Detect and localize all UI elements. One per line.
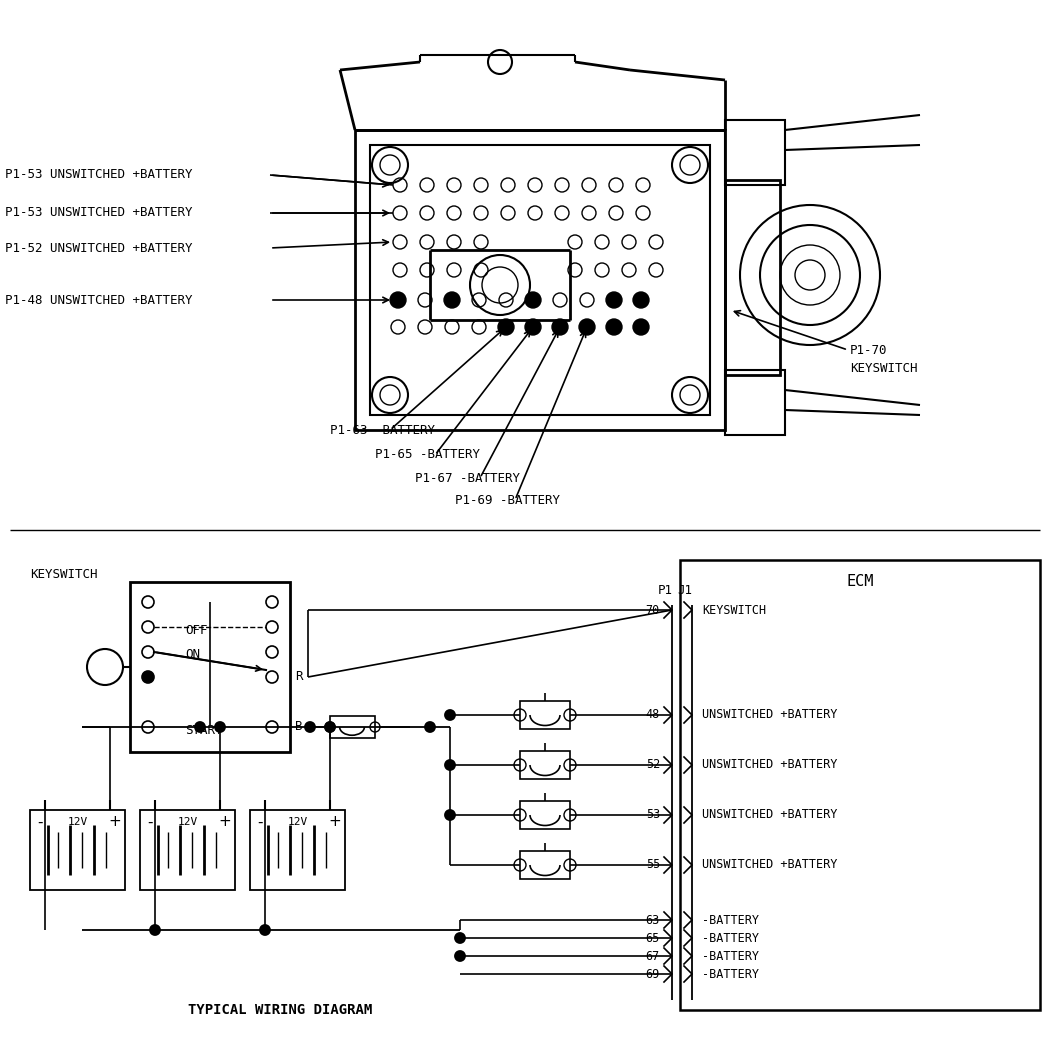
Text: P1: P1: [657, 584, 672, 596]
Text: +: +: [329, 815, 341, 830]
Text: P1-52 UNSWITCHED +BATTERY: P1-52 UNSWITCHED +BATTERY: [5, 242, 192, 254]
Circle shape: [390, 292, 406, 308]
Text: 63: 63: [646, 914, 660, 926]
Text: P1-53 UNSWITCHED +BATTERY: P1-53 UNSWITCHED +BATTERY: [5, 207, 192, 219]
Circle shape: [215, 722, 225, 732]
Text: TYPICAL WIRING DIAGRAM: TYPICAL WIRING DIAGRAM: [188, 1003, 372, 1017]
Text: KEYSWITCH: KEYSWITCH: [850, 361, 918, 375]
Circle shape: [444, 292, 460, 308]
Circle shape: [425, 722, 435, 732]
Bar: [680, 560, 1040, 1010]
Text: ON: ON: [185, 649, 200, 662]
Text: 12V: 12V: [67, 817, 87, 827]
Text: 12V: 12V: [177, 817, 197, 827]
Text: -BATTERY: -BATTERY: [702, 914, 759, 926]
Bar: [520, 751, 570, 779]
Circle shape: [304, 722, 315, 732]
Circle shape: [525, 292, 541, 308]
Circle shape: [445, 810, 455, 820]
Circle shape: [633, 319, 649, 335]
Bar: [330, 716, 375, 738]
Circle shape: [326, 722, 335, 732]
Text: UNSWITCHED +BATTERY: UNSWITCHED +BATTERY: [702, 758, 838, 772]
Text: P1-65 -BATTERY: P1-65 -BATTERY: [375, 448, 480, 462]
Circle shape: [606, 292, 622, 308]
Text: -BATTERY: -BATTERY: [702, 931, 759, 945]
Text: -: -: [147, 815, 152, 830]
Circle shape: [150, 925, 160, 934]
Bar: [140, 810, 235, 890]
Bar: [724, 370, 785, 435]
Bar: [250, 810, 345, 890]
Text: P1-48 UNSWITCHED +BATTERY: P1-48 UNSWITCHED +BATTERY: [5, 294, 192, 307]
Text: P1-69 -BATTERY: P1-69 -BATTERY: [455, 494, 560, 506]
Text: R: R: [295, 671, 302, 684]
Bar: [520, 701, 570, 729]
Circle shape: [525, 319, 541, 335]
Bar: [724, 120, 785, 185]
Text: 55: 55: [646, 859, 660, 872]
Circle shape: [445, 760, 455, 770]
Text: B: B: [295, 720, 302, 734]
Bar: [30, 810, 125, 890]
Text: +: +: [108, 815, 122, 830]
Circle shape: [195, 722, 205, 732]
Text: -: -: [37, 815, 43, 830]
Circle shape: [579, 319, 595, 335]
Text: 12V: 12V: [288, 817, 308, 827]
Circle shape: [552, 319, 568, 335]
Circle shape: [455, 933, 465, 943]
Text: START: START: [185, 723, 223, 736]
Circle shape: [455, 951, 465, 961]
Text: P1-53 UNSWITCHED +BATTERY: P1-53 UNSWITCHED +BATTERY: [5, 168, 192, 182]
Text: 65: 65: [646, 931, 660, 945]
Text: ECM: ECM: [846, 574, 874, 589]
Text: P1-63 -BATTERY: P1-63 -BATTERY: [330, 423, 435, 437]
Text: OFF: OFF: [185, 624, 208, 636]
Circle shape: [606, 319, 622, 335]
Circle shape: [260, 925, 270, 934]
Text: 53: 53: [646, 808, 660, 821]
Text: +: +: [218, 815, 231, 830]
Bar: [370, 145, 710, 415]
Bar: [130, 582, 290, 752]
Text: UNSWITCHED +BATTERY: UNSWITCHED +BATTERY: [702, 808, 838, 821]
Bar: [520, 801, 570, 830]
Bar: [724, 180, 780, 375]
Circle shape: [498, 319, 514, 335]
Text: 48: 48: [646, 709, 660, 721]
Text: J1: J1: [677, 584, 693, 596]
Circle shape: [633, 292, 649, 308]
Text: 67: 67: [646, 949, 660, 963]
Text: 70: 70: [646, 604, 660, 616]
Text: KEYSWITCH: KEYSWITCH: [702, 604, 766, 616]
Text: -: -: [257, 815, 262, 830]
Text: UNSWITCHED +BATTERY: UNSWITCHED +BATTERY: [702, 709, 838, 721]
Text: KEYSWITCH: KEYSWITCH: [30, 568, 98, 582]
Circle shape: [445, 710, 455, 720]
Text: UNSWITCHED +BATTERY: UNSWITCHED +BATTERY: [702, 859, 838, 872]
Text: 52: 52: [646, 758, 660, 772]
Text: P1-67 -BATTERY: P1-67 -BATTERY: [415, 471, 520, 484]
Circle shape: [143, 672, 153, 682]
Text: P1-70: P1-70: [850, 343, 887, 357]
Text: -BATTERY: -BATTERY: [702, 949, 759, 963]
Bar: [520, 850, 570, 879]
Text: 69: 69: [646, 967, 660, 981]
Text: -BATTERY: -BATTERY: [702, 967, 759, 981]
Bar: [355, 130, 724, 430]
